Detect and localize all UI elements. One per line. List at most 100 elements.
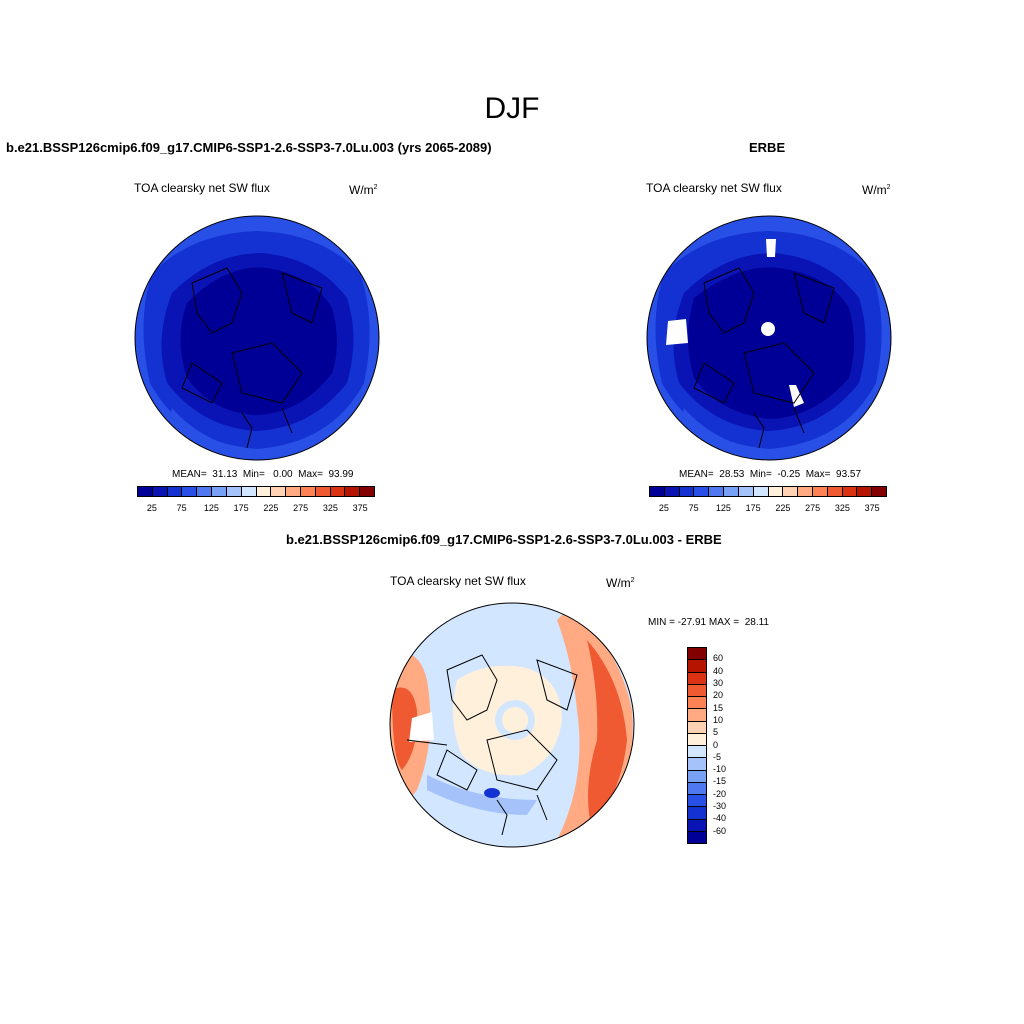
panel-3-polar-map	[389, 602, 635, 848]
panel-1-variable: TOA clearsky net SW flux	[134, 181, 270, 195]
panel-3-variable: TOA clearsky net SW flux	[390, 574, 526, 588]
panel-1-title: b.e21.BSSP126cmip6.f09_g17.CMIP6-SSP1-2.…	[6, 140, 492, 155]
colorbar-tick-label: -40	[713, 813, 727, 824]
colorbar-tick-label: 15	[713, 702, 724, 713]
colorbar-tick-label: 375	[864, 503, 880, 513]
colorbar-swatch	[724, 487, 739, 496]
colorbar-swatch	[330, 487, 346, 496]
colorbar-swatch	[783, 487, 799, 496]
panel-2-colorbar	[649, 486, 887, 497]
colorbar-swatch	[300, 487, 316, 496]
colorbar-swatch	[812, 487, 828, 496]
colorbar-tick-label: 75	[688, 503, 699, 513]
panel-1-colorbar-ticks: 25 75 125 175 225 275 325 375	[137, 503, 375, 515]
colorbar-swatch	[138, 487, 153, 496]
colorbar-swatch	[688, 672, 706, 685]
panel-3-stats: MIN = -27.91 MAX = 28.11	[648, 617, 769, 628]
colorbar-tick-label: 225	[263, 503, 279, 513]
colorbar-tick-label: 325	[834, 503, 850, 513]
colorbar-tick-label: 175	[745, 503, 761, 513]
colorbar-swatch	[688, 709, 706, 722]
colorbar-swatch	[360, 487, 374, 496]
colorbar-swatch	[768, 487, 784, 496]
colorbar-swatch	[286, 487, 301, 496]
colorbar-swatch	[842, 487, 858, 496]
colorbar-swatch	[226, 487, 242, 496]
colorbar-tick-label: 20	[713, 690, 724, 701]
colorbar-swatch	[688, 684, 706, 697]
panel-1-colorbar	[137, 486, 375, 497]
colorbar-swatch	[271, 487, 287, 496]
colorbar-tick-label: 125	[715, 503, 731, 513]
colorbar-swatch	[688, 746, 706, 759]
colorbar-swatch	[827, 487, 843, 496]
colorbar-swatch	[241, 487, 257, 496]
figure-title: DJF	[484, 92, 540, 125]
colorbar-swatch	[694, 487, 710, 496]
colorbar-swatch	[688, 648, 706, 661]
colorbar-tick-label: 5	[713, 727, 719, 738]
colorbar-tick-label: 175	[233, 503, 249, 513]
panel-2-colorbar-ticks: 25 75 125 175 225 275 325 375	[649, 503, 887, 515]
colorbar-swatch	[256, 487, 272, 496]
colorbar-swatch	[753, 487, 769, 496]
panel-2-title: ERBE	[749, 140, 786, 155]
colorbar-tick-label: 375	[352, 503, 368, 513]
colorbar-swatch	[212, 487, 227, 496]
colorbar-tick-label: -15	[713, 776, 727, 787]
colorbar-swatch	[857, 487, 873, 496]
panel-1-stats: MEAN= 31.13 Min= 0.00 Max= 93.99	[172, 469, 354, 480]
colorbar-tick-label: 325	[322, 503, 338, 513]
colorbar-swatch	[688, 721, 706, 734]
colorbar-swatch	[650, 487, 665, 496]
colorbar-tick-label: 25	[658, 503, 669, 513]
colorbar-tick-label: -5	[713, 751, 722, 762]
panel-3-colorbar	[687, 647, 707, 844]
colorbar-swatch	[664, 487, 680, 496]
panel-2-units: W/m2	[862, 183, 891, 197]
colorbar-swatch	[688, 660, 706, 673]
colorbar-swatch	[152, 487, 168, 496]
colorbar-tick-label: 75	[176, 503, 187, 513]
colorbar-swatch	[679, 487, 695, 496]
colorbar-swatch	[315, 487, 331, 496]
colorbar-tick-label: 10	[713, 714, 724, 725]
colorbar-tick-label: -60	[713, 825, 727, 836]
panel-3-title: b.e21.BSSP126cmip6.f09_g17.CMIP6-SSP1-2.…	[286, 532, 722, 547]
colorbar-tick-label: 40	[713, 665, 724, 676]
colorbar-swatch	[197, 487, 213, 496]
colorbar-tick-label: 60	[713, 653, 724, 664]
colorbar-swatch	[872, 487, 886, 496]
colorbar-swatch	[688, 831, 706, 843]
colorbar-swatch	[688, 782, 706, 795]
colorbar-swatch	[345, 487, 361, 496]
colorbar-swatch	[688, 770, 706, 783]
colorbar-tick-label: 30	[713, 677, 724, 688]
colorbar-tick-label: -20	[713, 788, 727, 799]
colorbar-swatch	[688, 758, 706, 771]
panel-1-polar-map	[134, 215, 380, 461]
panel-3-units: W/m2	[606, 576, 635, 590]
colorbar-tick-label: -30	[713, 801, 727, 812]
colorbar-swatch	[167, 487, 183, 496]
colorbar-tick-label: 0	[713, 739, 719, 750]
panel-2-stats: MEAN= 28.53 Min= -0.25 Max= 93.57	[679, 469, 862, 480]
colorbar-swatch	[688, 807, 706, 820]
colorbar-swatch	[798, 487, 813, 496]
colorbar-tick-label: 25	[146, 503, 157, 513]
colorbar-swatch	[738, 487, 754, 496]
colorbar-tick-label: 275	[805, 503, 821, 513]
colorbar-swatch	[688, 697, 706, 710]
colorbar-tick-label: -10	[713, 764, 727, 775]
colorbar-tick-label: 275	[293, 503, 309, 513]
colorbar-tick-label: 125	[203, 503, 219, 513]
colorbar-tick-label: 225	[775, 503, 791, 513]
panel-1-units: W/m2	[349, 183, 378, 197]
colorbar-swatch	[709, 487, 725, 496]
colorbar-swatch	[688, 733, 706, 746]
panel-2-polar-map	[646, 215, 892, 461]
panel-2-variable: TOA clearsky net SW flux	[646, 181, 782, 195]
colorbar-swatch	[688, 795, 706, 808]
colorbar-swatch	[688, 819, 706, 832]
colorbar-swatch	[182, 487, 198, 496]
